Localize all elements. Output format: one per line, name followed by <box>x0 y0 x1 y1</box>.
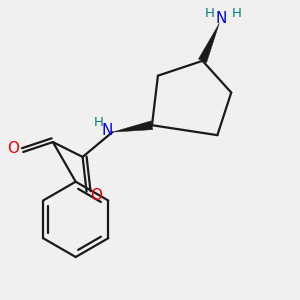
Text: H: H <box>205 7 214 20</box>
Polygon shape <box>198 23 219 63</box>
Text: H: H <box>94 116 103 129</box>
Text: O: O <box>91 188 103 203</box>
Text: N: N <box>102 123 113 138</box>
Polygon shape <box>112 121 153 132</box>
Text: O: O <box>7 140 19 155</box>
Text: H: H <box>231 7 241 20</box>
Text: N: N <box>216 11 227 26</box>
